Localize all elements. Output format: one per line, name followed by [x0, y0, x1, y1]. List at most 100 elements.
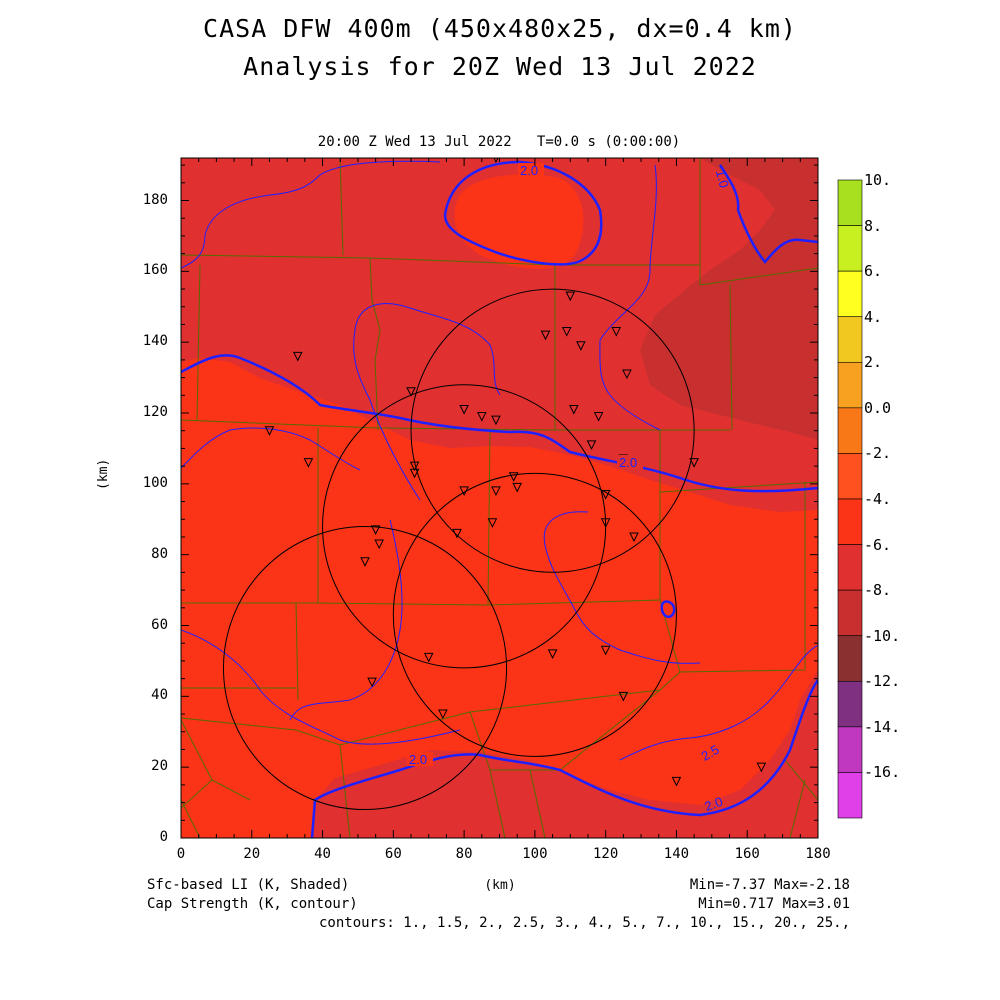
contour-field-label: Cap Strength (K, contour)	[147, 896, 358, 912]
colorbar-label: 8.	[864, 216, 883, 235]
station-marker	[487, 518, 498, 528]
colorbar-swatch	[837, 407, 863, 454]
contour-label: 2.0	[409, 752, 427, 767]
station-marker	[374, 539, 384, 550]
x-tick-label: 40	[314, 846, 331, 862]
x-tick-label: 20	[243, 846, 261, 862]
station-marker	[459, 486, 469, 497]
x-tick-label: 0	[176, 846, 186, 862]
station-marker	[476, 412, 487, 422]
station-marker	[622, 369, 632, 380]
station-marker	[540, 330, 551, 341]
y-tick-label: 40	[151, 687, 168, 704]
colorbar-swatch	[837, 179, 863, 226]
station-marker	[406, 387, 416, 397]
station-marker	[438, 709, 448, 720]
station-marker	[409, 461, 420, 472]
li-shading-northeast	[640, 158, 818, 440]
colorbar-swatch	[837, 772, 863, 819]
contour-label: 2.0	[703, 794, 725, 814]
contour-levels: contours: 1., 1.5, 2., 2.5, 3., 4., 5., …	[318, 915, 850, 931]
axis-ticks	[180, 158, 819, 839]
shaded-minmax: Min=-7.37 Max=-2.18	[689, 877, 850, 893]
cap-strength-contours	[181, 160, 818, 838]
station-marker	[561, 327, 572, 337]
y-tick-label: 20	[151, 758, 168, 775]
radar-range-ring	[392, 472, 677, 757]
station-marker	[756, 762, 767, 773]
contour-2.0-mid	[181, 354, 818, 493]
y-tick-label: 120	[142, 404, 168, 420]
radar-range-ring	[222, 525, 508, 811]
station-marker	[360, 557, 370, 567]
station-marker	[491, 415, 501, 426]
li-shading-north	[181, 158, 818, 512]
x-tick-label: 120	[593, 846, 619, 862]
colorbar-label: -8.	[864, 581, 892, 600]
contour-labels: 2.0 1.0 2.0 2.0 2.5 2.0	[407, 163, 732, 814]
colorbar-label: -14.	[864, 717, 901, 736]
colorbar-swatch	[837, 361, 863, 409]
colorbar-swatch	[837, 544, 863, 591]
colorbar-label: -16.	[864, 763, 901, 782]
chart-title: CASA DFW 400m (450x480x25, dx=0.4 km)	[203, 14, 797, 43]
colorbar-label: -2.	[864, 444, 892, 463]
chart-title-line2: Analysis for 20Z Wed 13 Jul 2022	[243, 52, 757, 81]
colorbar-label: -6.	[864, 535, 892, 554]
county-boundaries	[181, 158, 818, 838]
x-tick-label: 100	[522, 846, 548, 862]
contour-label: 2.0	[520, 163, 538, 178]
station-marker	[547, 649, 558, 659]
station-marker	[292, 351, 303, 362]
li-shading-south	[312, 670, 818, 838]
station-marker	[600, 645, 611, 656]
colorbar-swatch	[837, 498, 863, 545]
colorbar-swatch	[837, 680, 863, 728]
colorbar-label: 10.	[864, 171, 892, 189]
station-marker	[611, 327, 622, 337]
station-marker	[569, 404, 579, 415]
station-marker	[409, 468, 420, 479]
contour-label: 1.0	[713, 168, 732, 189]
station-marker	[689, 458, 699, 468]
colorbar-label: 4.	[864, 307, 883, 326]
station-marker	[565, 291, 576, 302]
y-tick-label: 60	[151, 616, 168, 633]
x-tick-label: 60	[384, 846, 402, 862]
contour-2.0-ring	[660, 600, 676, 619]
station-marker	[600, 518, 611, 528]
station-marker	[600, 489, 611, 500]
contour-minmax: Min=0.717 Max=3.01	[698, 896, 850, 912]
x-tick-label: 80	[455, 846, 473, 862]
x-axis-label: (km)	[484, 878, 516, 893]
y-tick-label: 180	[142, 191, 168, 208]
station-marker	[370, 525, 381, 535]
colorbar-label: 6.	[864, 262, 883, 281]
li-shading-north-bubble	[454, 174, 584, 269]
contour-label: 2.0	[619, 455, 637, 470]
colorbar-label: 2.	[864, 353, 883, 372]
station-marker	[671, 776, 682, 787]
colorbar-swatch	[837, 270, 863, 318]
colorbar-swatch	[837, 589, 863, 637]
colorbar-swatch	[837, 453, 863, 500]
y-tick-label: 140	[142, 333, 168, 350]
station-marker	[512, 482, 523, 493]
y-axis-label: (km)	[96, 458, 111, 490]
contour-2.0-south	[310, 679, 818, 838]
colorbar-swatch	[837, 316, 863, 363]
colorbar-label: -4.	[864, 490, 892, 508]
station-marker	[576, 341, 586, 351]
station-marker	[423, 652, 434, 663]
colorbar	[837, 179, 863, 819]
contour-1.0-ne	[718, 164, 818, 264]
colorbar-label: -12.	[864, 672, 901, 691]
station-marker	[303, 458, 314, 468]
y-tick-label: 80	[151, 545, 168, 562]
contour-2.0-north	[443, 160, 603, 266]
colorbar-label: 0.0	[864, 398, 892, 417]
colorbar-swatch	[837, 635, 863, 682]
colorbar-swatch	[837, 726, 863, 773]
x-tick-label: 160	[734, 846, 760, 862]
